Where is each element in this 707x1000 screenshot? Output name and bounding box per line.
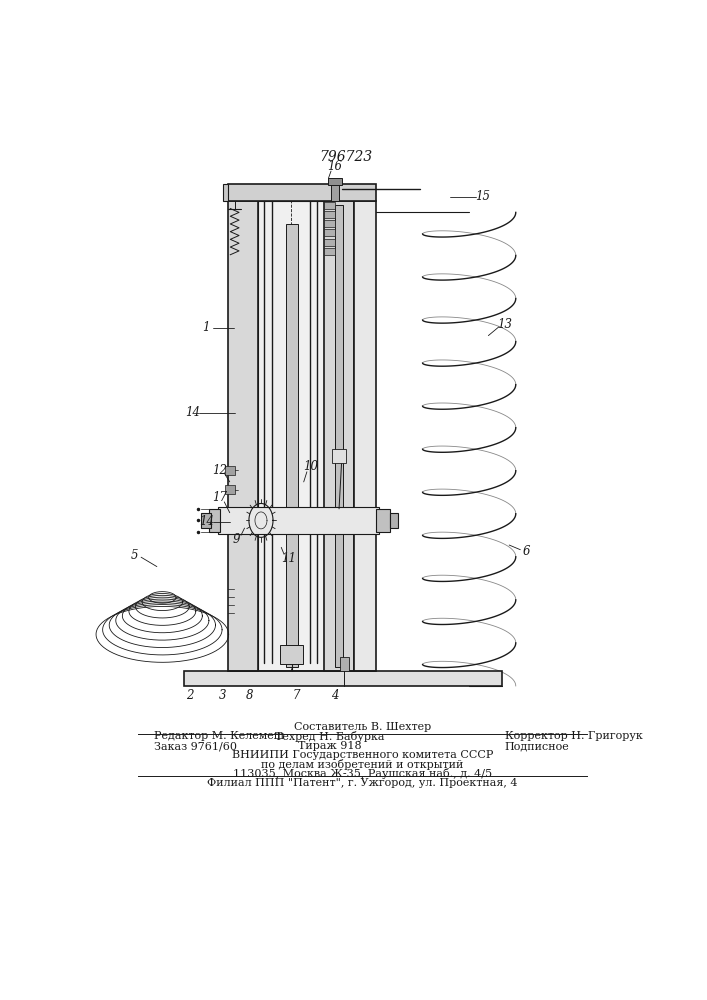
Text: 5: 5 [132, 549, 139, 562]
Text: 6: 6 [523, 545, 530, 558]
Text: 9: 9 [233, 533, 240, 546]
Text: Редактор М. Келемеш: Редактор М. Келемеш [154, 731, 284, 741]
Text: 17: 17 [212, 491, 228, 504]
Text: 8: 8 [246, 689, 254, 702]
Bar [209, 509, 220, 532]
Bar [324, 239, 335, 246]
Bar [226, 485, 235, 494]
Text: по делам изобретений и открытий: по делам изобретений и открытий [261, 759, 464, 770]
Bar [324, 220, 335, 227]
Bar [226, 466, 235, 475]
Text: 12: 12 [212, 464, 228, 477]
Text: 10: 10 [303, 460, 317, 473]
Bar [286, 224, 298, 509]
Text: 2: 2 [186, 689, 194, 702]
Bar [201, 513, 211, 528]
Bar [324, 201, 354, 671]
Text: ВНИИПИ Государственного комитета СССР: ВНИИПИ Государственного комитета СССР [232, 750, 493, 760]
Bar [228, 184, 376, 201]
Text: 16: 16 [327, 160, 342, 173]
Bar [390, 513, 398, 528]
Text: Тираж 918: Тираж 918 [298, 741, 361, 751]
Bar [258, 201, 324, 671]
Bar [185, 671, 502, 686]
Bar [218, 507, 379, 534]
Text: 13: 13 [497, 318, 513, 331]
Bar [228, 201, 258, 671]
Bar [328, 178, 341, 185]
Text: 14: 14 [199, 515, 214, 528]
Text: 1: 1 [202, 321, 210, 334]
Bar [334, 205, 344, 667]
Bar [332, 449, 346, 463]
Text: 11: 11 [281, 552, 296, 565]
Text: Филиал ППП "Патент", г. Ужгород, ул. Проектная, 4: Филиал ППП "Патент", г. Ужгород, ул. Про… [207, 778, 518, 788]
Bar [324, 248, 335, 255]
Bar [331, 182, 339, 201]
Text: 7: 7 [293, 689, 300, 702]
Bar [324, 229, 335, 236]
Bar [286, 532, 298, 667]
Text: 796723: 796723 [320, 150, 373, 164]
Bar [341, 657, 349, 671]
Text: Заказ 9761/60: Заказ 9761/60 [154, 741, 237, 751]
Bar [324, 202, 335, 209]
Text: Составитель В. Шехтер: Составитель В. Шехтер [293, 722, 431, 732]
Text: 113035, Москва Ж-35, Раушская наб., д. 4/5: 113035, Москва Ж-35, Раушская наб., д. 4… [233, 768, 492, 779]
Text: Корректор Н. Григорук: Корректор Н. Григорук [505, 731, 643, 741]
Bar [324, 211, 335, 218]
Text: 4: 4 [331, 689, 339, 702]
Text: Подписное: Подписное [505, 741, 570, 751]
Bar [354, 201, 376, 671]
Text: 15: 15 [475, 190, 491, 204]
Text: Техред Н. Бабурка: Техред Н. Бабурка [275, 730, 384, 742]
Text: 14: 14 [185, 406, 200, 419]
Bar [280, 645, 303, 664]
Text: 3: 3 [219, 689, 226, 702]
Bar [223, 184, 228, 201]
Bar [376, 509, 390, 532]
